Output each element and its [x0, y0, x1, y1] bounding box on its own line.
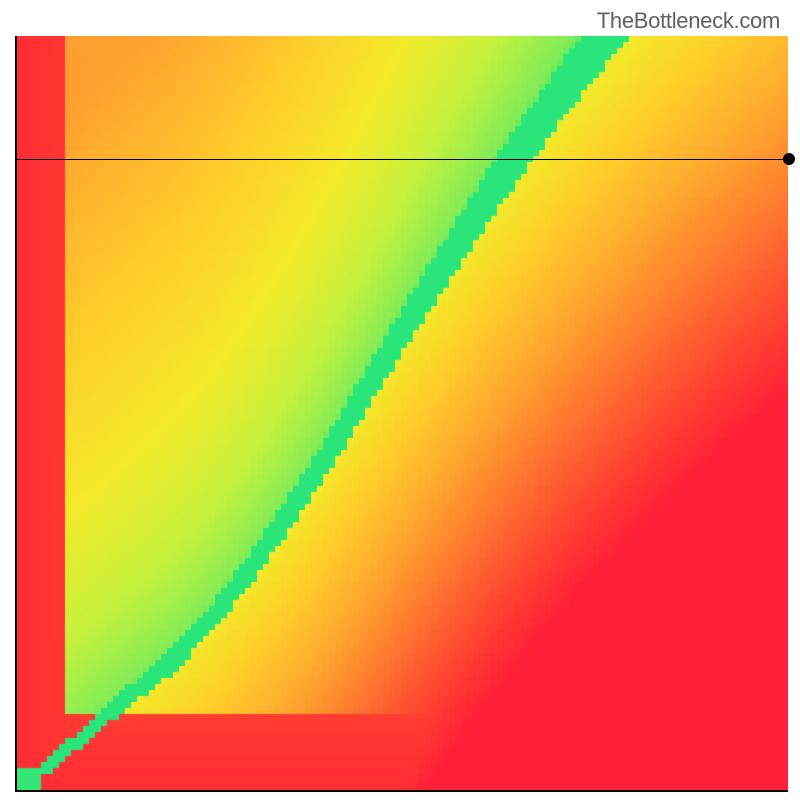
axes-frame [15, 36, 788, 792]
watermark-text: TheBottleneck.com [597, 8, 780, 34]
